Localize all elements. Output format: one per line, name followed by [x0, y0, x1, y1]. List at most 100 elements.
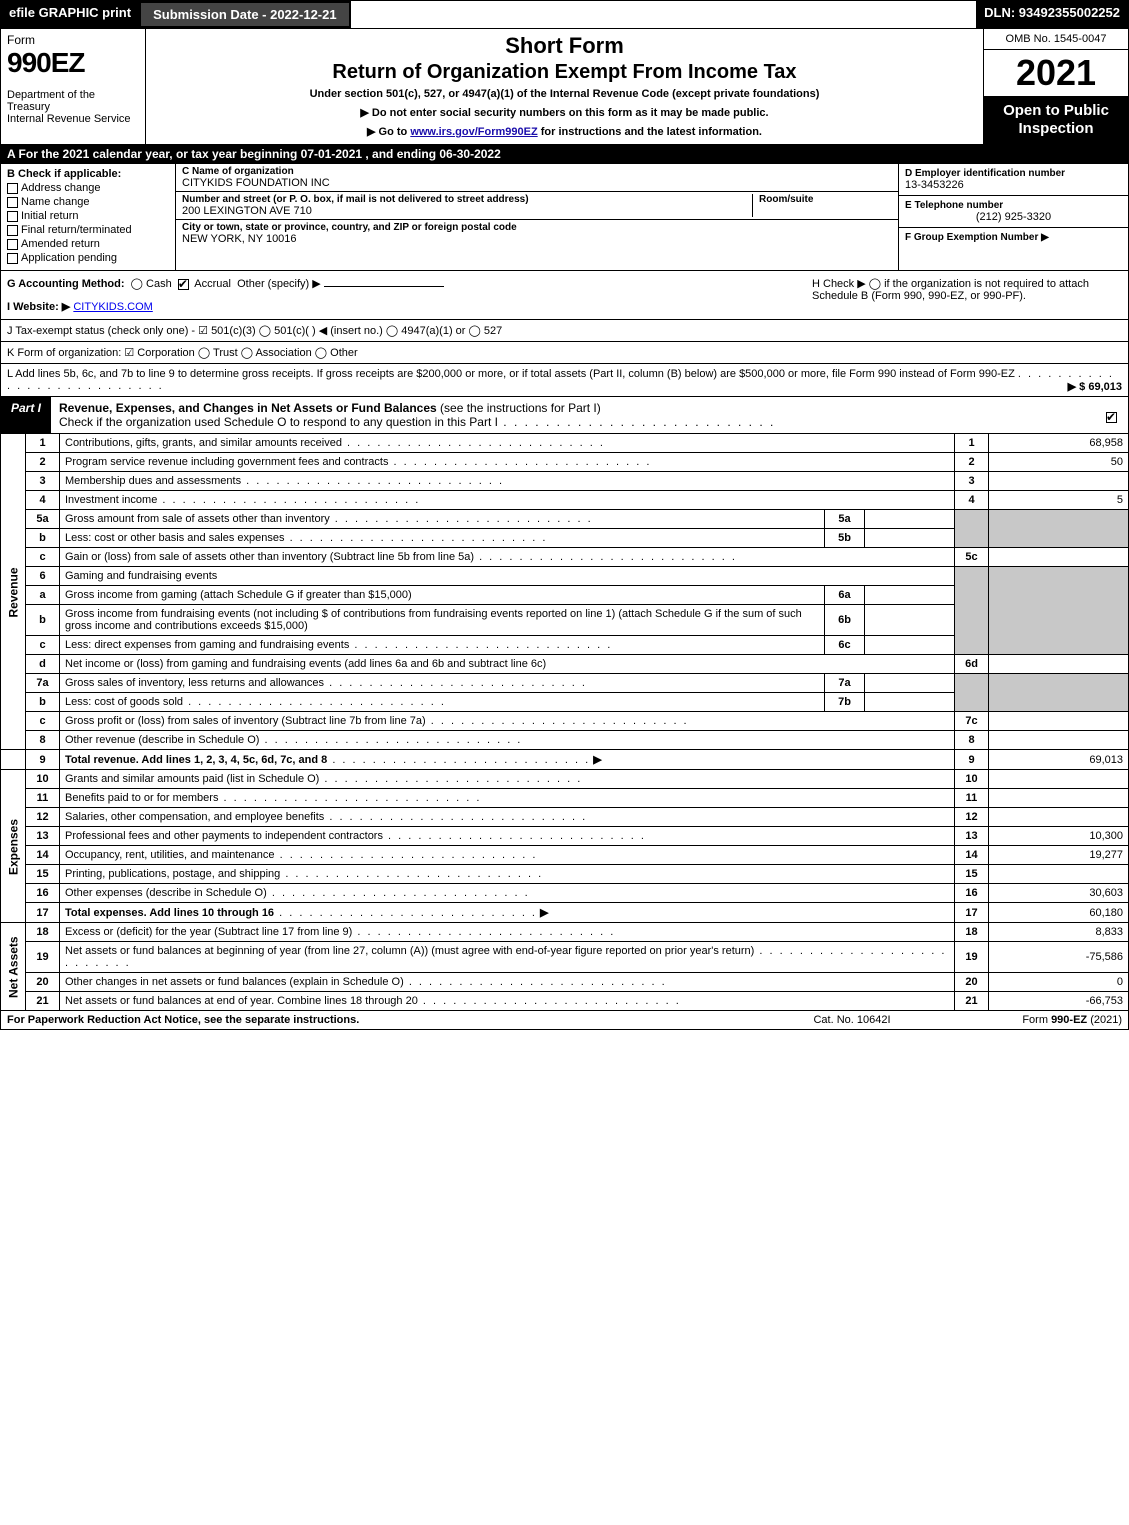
- line-num: 7a: [26, 674, 60, 693]
- i-label: I Website: ▶: [7, 301, 70, 313]
- line-desc: Other revenue (describe in Schedule O): [60, 731, 955, 750]
- page-footer: For Paperwork Reduction Act Notice, see …: [0, 1011, 1129, 1030]
- line-rnum: 7c: [955, 712, 989, 731]
- org-addr: 200 LEXINGTON AVE 710: [182, 205, 752, 217]
- g-cash[interactable]: Cash: [146, 278, 172, 290]
- topbar-spacer: [351, 1, 977, 28]
- website-link[interactable]: CITYKIDS.COM: [73, 301, 152, 313]
- line-rnum: 10: [955, 770, 989, 789]
- line-desc: Total expenses. Add lines 10 through 16: [60, 903, 955, 923]
- header-center: Short Form Return of Organization Exempt…: [146, 29, 983, 144]
- line-val: 69,013: [989, 750, 1129, 770]
- line-val: [989, 548, 1129, 567]
- d-row: D Employer identification number 13-3453…: [899, 164, 1128, 196]
- dln-label: DLN: 93492355002252: [976, 1, 1128, 28]
- table-row: 19 Net assets or fund balances at beginn…: [1, 942, 1129, 973]
- line-val: -75,586: [989, 942, 1129, 973]
- chk-label: Application pending: [21, 252, 117, 264]
- row-a: A For the 2021 calendar year, or tax yea…: [0, 145, 1129, 164]
- table-row: 8 Other revenue (describe in Schedule O)…: [1, 731, 1129, 750]
- line-num: 2: [26, 453, 60, 472]
- table-row: 12Salaries, other compensation, and empl…: [1, 808, 1129, 827]
- part1-table: Revenue 1 Contributions, gifts, grants, …: [0, 434, 1129, 1011]
- table-row: d Net income or (loss) from gaming and f…: [1, 655, 1129, 674]
- room-label: Room/suite: [759, 194, 892, 205]
- c-name-row: C Name of organization CITYKIDS FOUNDATI…: [176, 164, 898, 192]
- table-row: Net Assets 18 Excess or (deficit) for th…: [1, 923, 1129, 942]
- l-amount: ▶ $ 69,013: [1068, 380, 1122, 393]
- line-num: b: [26, 529, 60, 548]
- footer-form-pre: Form: [1022, 1014, 1051, 1026]
- chk-initial-return[interactable]: Initial return: [7, 210, 169, 222]
- line-val: 60,180: [989, 903, 1129, 923]
- line-rnum: 9: [955, 750, 989, 770]
- line-rnum: 6d: [955, 655, 989, 674]
- h-text: H Check ▶ ◯ if the organization is not r…: [812, 277, 1122, 313]
- line-rnum: 18: [955, 923, 989, 942]
- line-rnum: 19: [955, 942, 989, 973]
- table-row: 21Net assets or fund balances at end of …: [1, 992, 1129, 1011]
- line-desc: Salaries, other compensation, and employ…: [60, 808, 955, 827]
- part1-title: Revenue, Expenses, and Changes in Net As…: [51, 397, 1098, 433]
- chk-amended-return[interactable]: Amended return: [7, 238, 169, 250]
- instr2-pre: ▶ Go to: [367, 126, 410, 138]
- side-netassets: Net Assets: [1, 923, 26, 1011]
- e-label: E Telephone number: [905, 200, 1122, 211]
- irs-link[interactable]: www.irs.gov/Form990EZ: [410, 126, 537, 138]
- line-desc: Benefits paid to or for members: [60, 789, 955, 808]
- table-row: c Gross profit or (loss) from sales of i…: [1, 712, 1129, 731]
- c-addr-label: Number and street (or P. O. box, if mail…: [182, 194, 752, 205]
- l-text: L Add lines 5b, 6c, and 7b to line 9 to …: [7, 368, 1015, 380]
- line-num: 13: [26, 827, 60, 846]
- phone: (212) 925-3320: [905, 211, 1122, 223]
- line-num: d: [26, 655, 60, 674]
- part1-title-sub: (see the instructions for Part I): [437, 401, 601, 415]
- line-desc: Gaming and fundraising events: [60, 567, 955, 586]
- chk-address-change[interactable]: Address change: [7, 182, 169, 194]
- chk-final-return[interactable]: Final return/terminated: [7, 224, 169, 236]
- chk-name-change[interactable]: Name change: [7, 196, 169, 208]
- line-val: 8,833: [989, 923, 1129, 942]
- row-l: L Add lines 5b, 6c, and 7b to line 9 to …: [0, 364, 1129, 397]
- table-row: 9 Total revenue. Add lines 1, 2, 3, 4, 5…: [1, 750, 1129, 770]
- line-num: 15: [26, 865, 60, 884]
- line-num: 11: [26, 789, 60, 808]
- line-val: [989, 731, 1129, 750]
- g-other: Other (specify) ▶: [237, 278, 321, 290]
- table-row: 7a Gross sales of inventory, less return…: [1, 674, 1129, 693]
- line-desc: Gross amount from sale of assets other t…: [60, 510, 825, 529]
- line-val: 0: [989, 973, 1129, 992]
- org-name: CITYKIDS FOUNDATION INC: [182, 177, 892, 189]
- efile-label[interactable]: efile GRAPHIC print: [1, 1, 139, 28]
- chk-label: Address change: [21, 182, 101, 194]
- line-val: [989, 808, 1129, 827]
- line-num: 9: [26, 750, 60, 770]
- col-c: C Name of organization CITYKIDS FOUNDATI…: [176, 164, 898, 270]
- chk-label: Final return/terminated: [21, 224, 132, 236]
- part1-checkbox[interactable]: [1098, 397, 1128, 433]
- line-val: [989, 789, 1129, 808]
- side-expenses: Expenses: [1, 770, 26, 923]
- chk-application-pending[interactable]: Application pending: [7, 252, 169, 264]
- line-desc: Total revenue. Add lines 1, 2, 3, 4, 5c,…: [60, 750, 955, 770]
- mid-num: 7a: [825, 674, 865, 693]
- line-rnum: 11: [955, 789, 989, 808]
- footer-left: For Paperwork Reduction Act Notice, see …: [7, 1014, 752, 1026]
- line-rnum: 3: [955, 472, 989, 491]
- g-accrual-chk[interactable]: [178, 279, 189, 290]
- line-desc: Contributions, gifts, grants, and simila…: [60, 434, 955, 453]
- form-header: Form 990EZ Department of the Treasury In…: [0, 29, 1129, 145]
- side-revenue: Revenue: [1, 434, 26, 750]
- line-rnum: 5c: [955, 548, 989, 567]
- chk-label: Name change: [21, 196, 90, 208]
- line-desc: Grants and similar amounts paid (list in…: [60, 770, 955, 789]
- g-other-blank[interactable]: [324, 286, 444, 287]
- line-desc: Occupancy, rent, utilities, and maintena…: [60, 846, 955, 865]
- line-desc: Less: cost of goods sold: [60, 693, 825, 712]
- row-j: J Tax-exempt status (check only one) - ☑…: [0, 320, 1129, 342]
- line-num: a: [26, 586, 60, 605]
- line-num: c: [26, 636, 60, 655]
- shade-cell: [989, 510, 1129, 548]
- line-num: b: [26, 693, 60, 712]
- line-desc: Membership dues and assessments: [60, 472, 955, 491]
